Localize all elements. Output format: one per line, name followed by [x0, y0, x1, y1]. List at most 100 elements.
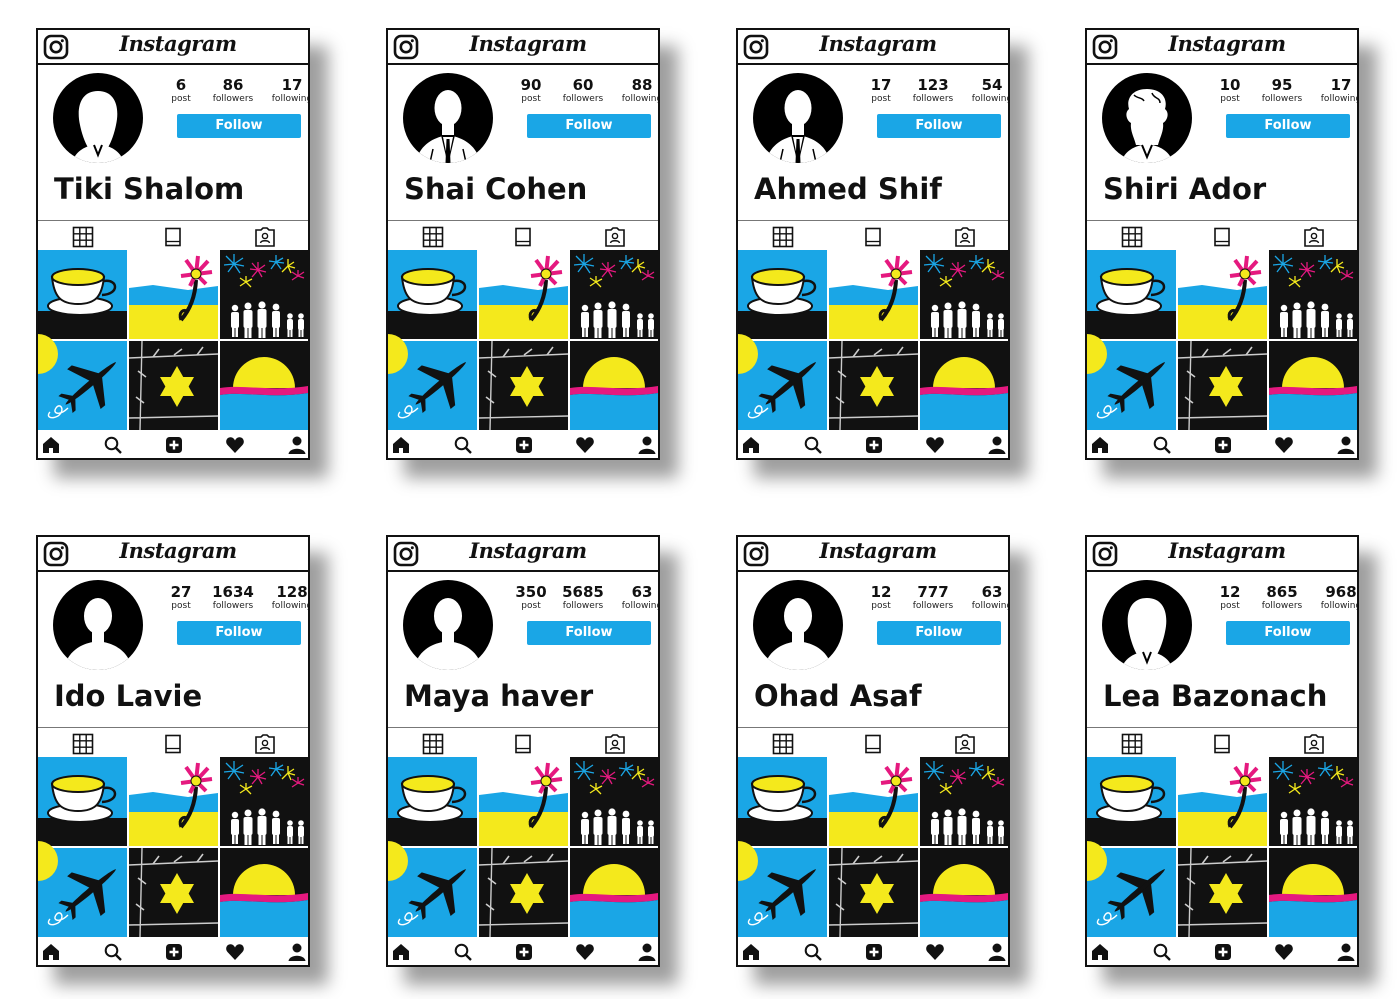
grid-icon[interactable]	[422, 733, 444, 755]
post-airplane[interactable]	[738, 334, 833, 430]
reels-icon[interactable]	[162, 733, 184, 755]
post-tea-cup[interactable]	[1087, 250, 1176, 339]
home-icon[interactable]	[1090, 942, 1110, 962]
post-fireworks-family[interactable]	[1269, 250, 1357, 339]
search-icon[interactable]	[103, 435, 123, 455]
heart-icon[interactable]	[925, 435, 945, 455]
tagged-icon[interactable]	[604, 226, 626, 248]
following-stat[interactable]: 88 following	[612, 76, 658, 105]
followers-stat[interactable]: 777 followers	[903, 583, 963, 612]
home-icon[interactable]	[41, 942, 61, 962]
reels-icon[interactable]	[1211, 226, 1233, 248]
post-fireworks-family[interactable]	[570, 250, 658, 339]
post-sunset-sea[interactable]	[1269, 848, 1357, 937]
profile-icon[interactable]	[987, 435, 1007, 455]
search-icon[interactable]	[1152, 435, 1172, 455]
post-sunset-sea[interactable]	[220, 341, 308, 430]
post-tea-cup[interactable]	[738, 250, 827, 339]
search-icon[interactable]	[803, 435, 823, 455]
profile-icon[interactable]	[637, 435, 657, 455]
follow-button[interactable]: Follow	[1226, 114, 1350, 138]
post-sunset-sea[interactable]	[220, 848, 308, 937]
post-airplane[interactable]	[388, 334, 483, 430]
post-beach-palm[interactable]	[479, 757, 568, 846]
tagged-icon[interactable]	[254, 226, 276, 248]
camera-icon[interactable]	[1092, 34, 1118, 60]
post-fireworks-family[interactable]	[570, 757, 658, 846]
grid-icon[interactable]	[422, 226, 444, 248]
followers-stat[interactable]: 123 followers	[903, 76, 963, 105]
tagged-icon[interactable]	[1303, 733, 1325, 755]
post-tea-cup[interactable]	[1087, 757, 1176, 846]
heart-icon[interactable]	[925, 942, 945, 962]
camera-icon[interactable]	[393, 34, 419, 60]
heart-icon[interactable]	[575, 942, 595, 962]
post-fireworks-family[interactable]	[220, 757, 308, 846]
grid-icon[interactable]	[72, 733, 94, 755]
followers-stat[interactable]: 86 followers	[203, 76, 263, 105]
following-stat[interactable]: 54 following	[962, 76, 1008, 105]
camera-icon[interactable]	[43, 541, 69, 567]
reels-icon[interactable]	[512, 226, 534, 248]
post-beach-palm[interactable]	[129, 757, 218, 846]
post-barbed-wire-star[interactable]	[1177, 847, 1268, 937]
followers-stat[interactable]: 5685 followers	[553, 583, 613, 612]
home-icon[interactable]	[741, 942, 761, 962]
post-barbed-wire-star[interactable]	[478, 340, 569, 430]
post-fireworks-family[interactable]	[1269, 757, 1357, 846]
add-icon[interactable]	[514, 435, 534, 455]
post-airplane[interactable]	[738, 841, 833, 937]
add-icon[interactable]	[864, 435, 884, 455]
following-stat[interactable]: 17 following	[262, 76, 308, 105]
home-icon[interactable]	[391, 942, 411, 962]
add-icon[interactable]	[164, 942, 184, 962]
followers-stat[interactable]: 865 followers	[1252, 583, 1312, 612]
tagged-icon[interactable]	[954, 733, 976, 755]
post-beach-palm[interactable]	[129, 250, 218, 339]
post-tea-cup[interactable]	[388, 250, 477, 339]
post-beach-palm[interactable]	[1178, 250, 1267, 339]
follow-button[interactable]: Follow	[1226, 621, 1350, 645]
tagged-icon[interactable]	[1303, 226, 1325, 248]
search-icon[interactable]	[453, 435, 473, 455]
post-fireworks-family[interactable]	[920, 757, 1008, 846]
post-tea-cup[interactable]	[38, 757, 127, 846]
camera-icon[interactable]	[743, 34, 769, 60]
reels-icon[interactable]	[862, 226, 884, 248]
post-sunset-sea[interactable]	[920, 848, 1008, 937]
home-icon[interactable]	[41, 435, 61, 455]
follow-button[interactable]: Follow	[177, 621, 301, 645]
post-airplane[interactable]	[1087, 841, 1182, 937]
follow-button[interactable]: Follow	[177, 114, 301, 138]
reels-icon[interactable]	[162, 226, 184, 248]
heart-icon[interactable]	[1274, 435, 1294, 455]
camera-icon[interactable]	[43, 34, 69, 60]
post-sunset-sea[interactable]	[1269, 341, 1357, 430]
following-stat[interactable]: 63 following	[962, 583, 1008, 612]
post-beach-palm[interactable]	[829, 757, 918, 846]
follow-button[interactable]: Follow	[527, 114, 651, 138]
post-beach-palm[interactable]	[479, 250, 568, 339]
post-beach-palm[interactable]	[1178, 757, 1267, 846]
tagged-icon[interactable]	[954, 226, 976, 248]
tagged-icon[interactable]	[254, 733, 276, 755]
profile-icon[interactable]	[1336, 435, 1356, 455]
post-tea-cup[interactable]	[738, 757, 827, 846]
post-sunset-sea[interactable]	[570, 341, 658, 430]
post-barbed-wire-star[interactable]	[478, 847, 569, 937]
following-stat[interactable]: 968 following	[1311, 583, 1357, 612]
grid-icon[interactable]	[1121, 226, 1143, 248]
search-icon[interactable]	[103, 942, 123, 962]
post-sunset-sea[interactable]	[570, 848, 658, 937]
post-barbed-wire-star[interactable]	[1177, 340, 1268, 430]
heart-icon[interactable]	[1274, 942, 1294, 962]
profile-icon[interactable]	[287, 435, 307, 455]
following-stat[interactable]: 17 following	[1311, 76, 1357, 105]
grid-icon[interactable]	[72, 226, 94, 248]
follow-button[interactable]: Follow	[877, 114, 1001, 138]
add-icon[interactable]	[1213, 435, 1233, 455]
following-stat[interactable]: 128 following	[262, 583, 308, 612]
heart-icon[interactable]	[225, 942, 245, 962]
add-icon[interactable]	[514, 942, 534, 962]
reels-icon[interactable]	[862, 733, 884, 755]
